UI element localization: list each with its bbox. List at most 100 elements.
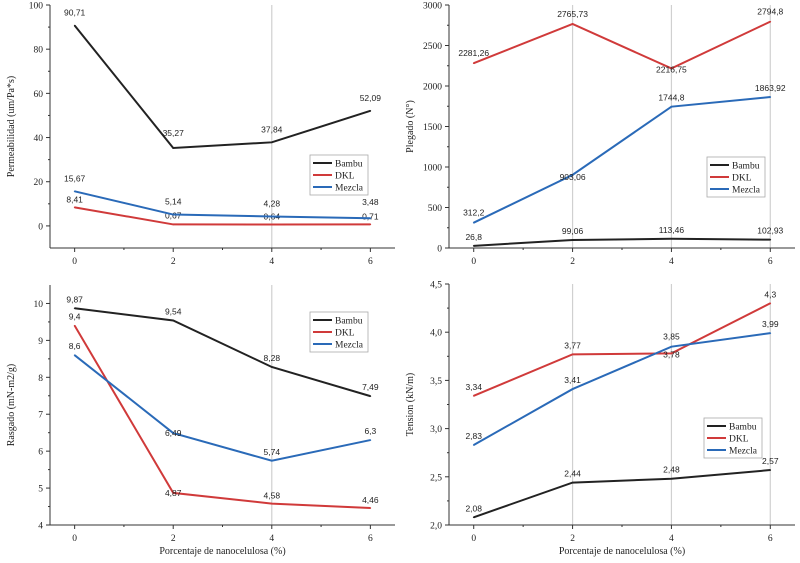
x-tick-label: 4 <box>669 257 674 267</box>
legend-label-mezcla: Mezcla <box>732 186 761 196</box>
data-point-mezcla <box>472 444 475 446</box>
data-label: 52,09 <box>360 93 382 103</box>
data-point-dkl <box>369 507 372 509</box>
x-tick-label: 4 <box>669 534 674 544</box>
y-tick-label: 5 <box>38 485 43 495</box>
data-point-bambu <box>571 481 574 484</box>
series-line-mezcla <box>74 190 371 220</box>
legend-label-bambu: Bambu <box>729 423 757 433</box>
y-tick-label: 3,5 <box>430 377 442 387</box>
y-axis-label: Tension (kN/m) <box>405 373 416 436</box>
x-tick-label: 2 <box>171 534 176 544</box>
x-tick-label: 6 <box>368 534 373 544</box>
data-point-bambu <box>670 477 673 480</box>
data-label: 9,54 <box>165 306 182 316</box>
legend-label-mezcla: Mezcla <box>335 184 364 194</box>
data-point-mezcla <box>769 332 772 334</box>
data-point-dkl <box>769 302 772 305</box>
y-tick-label: 0 <box>437 245 442 255</box>
data-label: 6,3 <box>364 426 376 436</box>
data-label: 4,87 <box>165 488 182 498</box>
data-point-mezcla <box>270 459 273 462</box>
data-label: 3,85 <box>663 332 680 342</box>
data-label: 35,27 <box>163 128 185 138</box>
legend-label-bambu: Bambu <box>732 162 760 172</box>
data-label: 903,06 <box>560 172 586 182</box>
y-tick-label: 4,5 <box>430 281 442 291</box>
data-label: 2794,8 <box>757 7 783 17</box>
y-tick-label: 1000 <box>423 164 442 174</box>
data-point-dkl <box>270 502 273 505</box>
y-tick-label: 1500 <box>423 123 442 133</box>
y-tick-label: 500 <box>428 204 443 214</box>
data-point-dkl <box>670 352 673 355</box>
series-line-bambu <box>473 237 771 247</box>
data-point-dkl <box>472 395 475 397</box>
data-label: 2216,75 <box>656 64 687 74</box>
y-tick-label: 6 <box>38 448 43 458</box>
data-label: 3,78 <box>663 349 680 359</box>
legend: Bambu DKL Mezcla <box>706 156 766 198</box>
subplot-4: 2,0 2,5 3,0 3,5 4,0 4,5 0 2 4 6 Tension (kN/m) Porc… <box>405 281 795 557</box>
data-point-bambu <box>369 110 372 112</box>
y-axis-label: Permeabilidad (um/Pa*s) <box>6 76 17 177</box>
data-label: 1744,8 <box>658 93 684 103</box>
data-label: 5,14 <box>165 197 182 207</box>
series-line-mezcla <box>74 354 371 462</box>
data-point-bambu <box>270 141 273 144</box>
legend-label-dkl: DKL <box>732 174 752 184</box>
data-point-bambu <box>73 24 76 27</box>
data-point-dkl <box>369 223 372 226</box>
legend: Bambu DKL Mezcla <box>703 417 763 459</box>
series-line-dkl <box>74 206 371 226</box>
x-tick-label: 0 <box>471 257 476 267</box>
data-label: 102,93 <box>757 226 783 236</box>
data-label: 113,46 <box>659 225 685 235</box>
data-label: 8,28 <box>264 353 281 363</box>
data-point-dkl <box>172 492 175 494</box>
data-label: 0,71 <box>362 211 379 221</box>
x-tick-label: 2 <box>570 257 575 267</box>
data-point-dkl <box>670 67 673 70</box>
data-point-mezcla <box>172 432 175 434</box>
data-label: 9,87 <box>66 294 83 304</box>
data-label: 90,71 <box>64 8 86 18</box>
data-label: 1863,92 <box>755 83 786 93</box>
data-label: 4,28 <box>264 198 281 208</box>
legend-label-bambu: Bambu <box>335 160 363 170</box>
data-label: 26,8 <box>465 232 482 242</box>
data-label: 2,44 <box>564 469 581 479</box>
data-label: 8,6 <box>69 341 81 351</box>
x-tick-label: 0 <box>72 257 77 267</box>
y-tick-label: 3,0 <box>430 425 442 435</box>
data-point-mezcla <box>670 105 673 108</box>
data-label: 4,58 <box>264 491 281 501</box>
data-point-mezcla <box>172 213 175 216</box>
data-label: 4,3 <box>764 289 776 299</box>
data-label: 3,99 <box>762 319 779 329</box>
series-line-bambu <box>473 469 771 519</box>
y-tick-label: 60 <box>34 90 44 100</box>
y-tick-label: 4 <box>38 522 43 532</box>
x-axis-label: Porcentaje de nanocelulosa (%) <box>559 546 685 557</box>
data-label: 6,49 <box>165 428 182 438</box>
x-tick-label: 6 <box>768 534 773 544</box>
legend-label-dkl: DKL <box>335 172 355 182</box>
data-label: 312,2 <box>463 208 485 218</box>
data-point-mezcla <box>571 388 574 390</box>
legend-label-dkl: DKL <box>335 329 355 339</box>
data-label: 99,06 <box>562 226 584 236</box>
x-tick-label: 6 <box>368 257 373 267</box>
y-tick-label: 2500 <box>423 42 442 52</box>
data-label: 9,4 <box>69 312 81 322</box>
data-point-dkl <box>571 353 574 356</box>
y-tick-label: 2,0 <box>430 522 442 532</box>
data-label: 15,67 <box>64 173 86 183</box>
subplot-1: 0 20 40 60 80 100 0 2 4 6 Permeabilidad (um/Pa*s) 9… <box>6 2 395 267</box>
y-axis-label: Plegado (N°) <box>405 100 416 153</box>
y-tick-label: 10 <box>34 300 44 310</box>
data-point-mezcla <box>472 221 475 224</box>
x-tick-label: 4 <box>269 534 274 544</box>
data-point-bambu <box>769 238 772 241</box>
data-label: 2,08 <box>465 503 482 513</box>
